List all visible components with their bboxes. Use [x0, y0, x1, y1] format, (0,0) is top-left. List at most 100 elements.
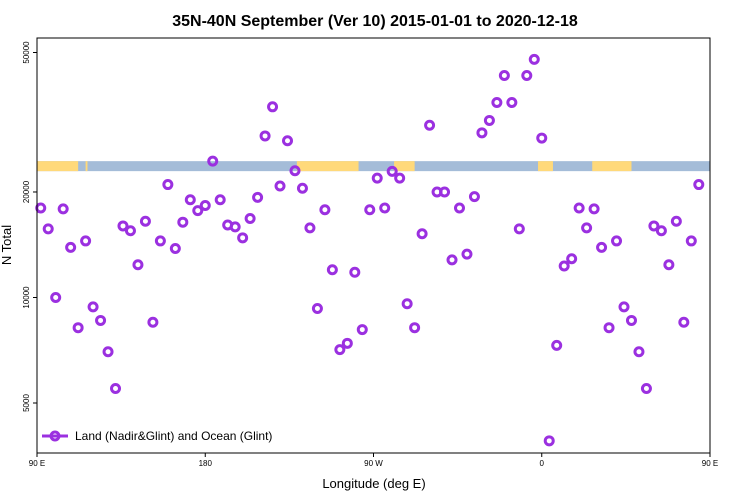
- data-point: [401, 298, 413, 310]
- data-point: [476, 127, 488, 139]
- data-point: [491, 97, 503, 109]
- data-point: [65, 241, 77, 253]
- data-point: [110, 382, 122, 394]
- data-point: [371, 172, 383, 184]
- data-point: [521, 69, 533, 81]
- data-point: [147, 316, 159, 328]
- data-point: [513, 223, 525, 235]
- data-point: [670, 215, 682, 227]
- data-point: [566, 253, 578, 265]
- x-tick-label: 90 W: [364, 459, 383, 468]
- land-segment: [296, 161, 359, 172]
- data-point: [334, 344, 346, 356]
- data-point: [274, 180, 286, 192]
- data-point: [648, 220, 660, 232]
- data-point: [446, 254, 458, 266]
- data-point: [117, 220, 129, 232]
- data-point: [618, 301, 630, 313]
- ocean-strip: [37, 161, 710, 172]
- data-point: [214, 194, 226, 206]
- data-point: [536, 132, 548, 144]
- data-point: [483, 114, 495, 126]
- x-tick-label: 180: [199, 459, 213, 468]
- legend-marker: [49, 430, 61, 442]
- data-point: [409, 322, 421, 334]
- data-point: [596, 241, 608, 253]
- land-segment: [538, 161, 553, 172]
- data-point: [296, 182, 308, 194]
- plot-area: [35, 53, 710, 447]
- x-axis-label: Longitude (deg E): [322, 476, 425, 491]
- data-point: [551, 339, 563, 351]
- y-tick-label: 5000: [22, 394, 31, 412]
- data-point: [154, 235, 166, 247]
- data-point: [139, 215, 151, 227]
- y-tick-label: 10000: [22, 286, 31, 309]
- y-axis: 5000 10000 20000 50000: [22, 41, 37, 412]
- data-point: [543, 435, 555, 447]
- data-point: [162, 179, 174, 191]
- data-point: [35, 202, 47, 214]
- y-axis-label: N Total: [0, 225, 14, 265]
- data-point: [326, 264, 338, 276]
- data-point: [453, 202, 465, 214]
- data-point: [506, 97, 518, 109]
- data-point: [132, 259, 144, 271]
- data-point: [356, 324, 368, 336]
- data-point: [80, 235, 92, 247]
- data-point: [364, 204, 376, 216]
- data-point: [199, 200, 211, 212]
- data-point: [394, 172, 406, 184]
- data-point: [304, 222, 316, 234]
- data-point: [311, 303, 323, 315]
- data-point: [341, 337, 353, 349]
- chart-title: 35N-40N September (Ver 10) 2015-01-01 to…: [172, 13, 578, 30]
- data-point: [528, 53, 540, 65]
- x-tick-label: 90 E: [702, 459, 718, 468]
- data-point: [663, 259, 675, 271]
- data-point: [349, 266, 361, 278]
- data-point: [229, 221, 241, 233]
- data-point: [573, 202, 585, 214]
- data-point: [237, 232, 249, 244]
- data-point: [289, 165, 301, 177]
- data-point: [678, 316, 690, 328]
- data-point: [640, 382, 652, 394]
- data-point: [611, 235, 623, 247]
- data-point: [252, 191, 264, 203]
- data-point: [693, 179, 705, 191]
- x-axis: 90 E 180 90 W 0 90 E: [29, 453, 718, 468]
- data-point: [319, 204, 331, 216]
- land-segment: [592, 161, 632, 172]
- data-point: [603, 322, 615, 334]
- data-point: [72, 322, 84, 334]
- data-point: [207, 155, 219, 167]
- data-point: [379, 202, 391, 214]
- x-tick-label: 90 E: [29, 459, 45, 468]
- plot-frame: [36, 37, 711, 454]
- data-point: [461, 248, 473, 260]
- data-point: [424, 119, 436, 131]
- data-point: [57, 203, 69, 215]
- data-point: [95, 314, 107, 326]
- data-point: [416, 228, 428, 240]
- data-point: [50, 291, 62, 303]
- data-point: [282, 135, 294, 147]
- data-point: [498, 69, 510, 81]
- data-point: [102, 346, 114, 358]
- data-point: [581, 222, 593, 234]
- data-point: [558, 260, 570, 272]
- data-point: [124, 225, 136, 237]
- data-point: [177, 216, 189, 228]
- data-point: [169, 242, 181, 254]
- data-point: [259, 130, 271, 142]
- data-point: [87, 301, 99, 313]
- data-point: [625, 314, 637, 326]
- data-point: [386, 165, 398, 177]
- data-point: [685, 235, 697, 247]
- y-tick-label: 50000: [22, 41, 31, 64]
- data-point: [468, 191, 480, 203]
- data-point: [184, 194, 196, 206]
- data-point: [655, 225, 667, 237]
